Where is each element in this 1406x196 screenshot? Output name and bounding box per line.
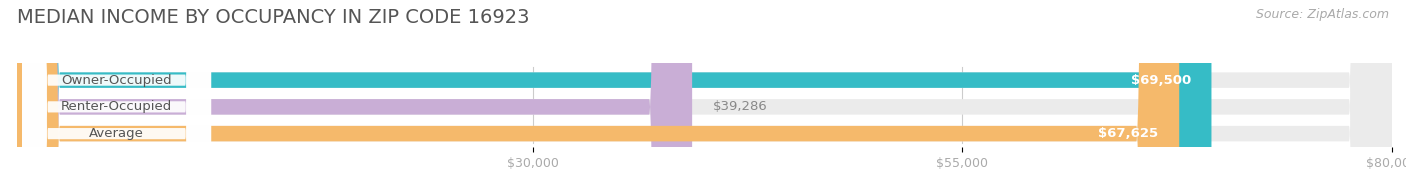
- Text: $67,625: $67,625: [1098, 127, 1159, 140]
- Text: $39,286: $39,286: [713, 100, 768, 113]
- FancyBboxPatch shape: [22, 0, 211, 196]
- Text: Average: Average: [89, 127, 143, 140]
- FancyBboxPatch shape: [17, 0, 1212, 196]
- Text: $69,500: $69,500: [1130, 74, 1191, 87]
- Text: Renter-Occupied: Renter-Occupied: [60, 100, 172, 113]
- FancyBboxPatch shape: [22, 0, 211, 196]
- Text: Source: ZipAtlas.com: Source: ZipAtlas.com: [1256, 8, 1389, 21]
- FancyBboxPatch shape: [17, 0, 1180, 196]
- FancyBboxPatch shape: [17, 0, 1392, 196]
- Text: Owner-Occupied: Owner-Occupied: [62, 74, 172, 87]
- FancyBboxPatch shape: [17, 0, 1392, 196]
- Text: MEDIAN INCOME BY OCCUPANCY IN ZIP CODE 16923: MEDIAN INCOME BY OCCUPANCY IN ZIP CODE 1…: [17, 8, 530, 27]
- FancyBboxPatch shape: [17, 0, 1392, 196]
- FancyBboxPatch shape: [22, 0, 211, 196]
- FancyBboxPatch shape: [17, 0, 692, 196]
